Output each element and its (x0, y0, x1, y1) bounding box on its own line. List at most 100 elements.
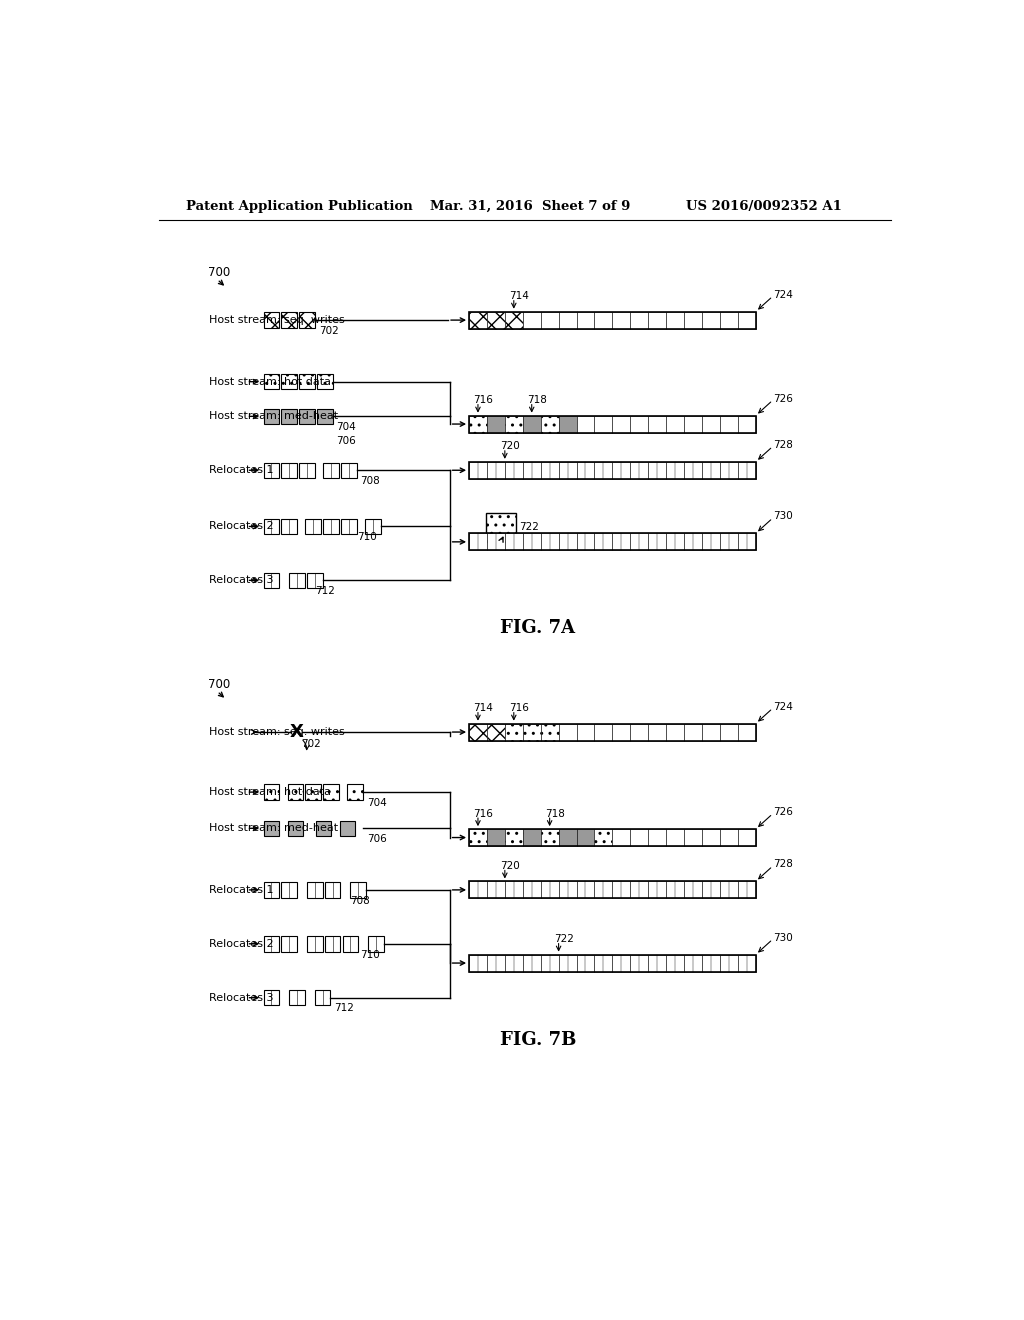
Text: 708: 708 (350, 896, 370, 906)
Bar (505, 462, 523, 479)
Bar (720, 723, 738, 741)
Bar (263, 573, 280, 589)
Text: FIG. 7A: FIG. 7A (500, 619, 575, 638)
Text: Patent Application Publication: Patent Application Publication (186, 199, 413, 213)
Bar (648, 312, 667, 329)
Bar (577, 829, 595, 846)
Bar (667, 954, 684, 972)
Bar (347, 784, 362, 800)
Bar (317, 374, 333, 389)
Bar (702, 954, 720, 972)
Bar (505, 533, 523, 550)
Bar (523, 462, 541, 479)
Bar (469, 462, 756, 479)
Text: 728: 728 (773, 859, 793, 870)
Bar (702, 723, 720, 741)
Bar (720, 312, 738, 329)
Bar (263, 784, 280, 800)
Bar (702, 829, 720, 846)
Bar (505, 723, 523, 741)
Bar (469, 882, 487, 899)
Bar (541, 416, 559, 433)
Bar (702, 416, 720, 433)
Text: 708: 708 (360, 477, 380, 486)
Bar (350, 882, 366, 898)
Bar (612, 882, 631, 899)
Bar (667, 462, 684, 479)
Text: US 2016/0092352 A1: US 2016/0092352 A1 (686, 199, 842, 213)
Bar (702, 312, 720, 329)
Bar (523, 533, 541, 550)
Bar (314, 990, 331, 1006)
Bar (648, 416, 667, 433)
Text: 724: 724 (773, 289, 793, 300)
Text: Relocates 1: Relocates 1 (209, 884, 273, 895)
Bar (263, 462, 280, 478)
Bar (684, 882, 702, 899)
Bar (487, 954, 505, 972)
Bar (684, 462, 702, 479)
Bar (487, 312, 505, 329)
Bar (577, 416, 595, 433)
Bar (299, 313, 314, 327)
Bar (487, 462, 505, 479)
Bar (595, 533, 612, 550)
Bar (263, 409, 280, 424)
Bar (631, 882, 648, 899)
Bar (505, 829, 523, 846)
Bar (738, 312, 756, 329)
Bar (505, 312, 523, 329)
Bar (343, 936, 358, 952)
Bar (289, 573, 305, 589)
Bar (648, 462, 667, 479)
Text: 720: 720 (500, 441, 520, 451)
Bar (469, 462, 487, 479)
Bar (487, 416, 505, 433)
Text: 714: 714 (473, 704, 494, 713)
Bar (263, 821, 280, 836)
Text: Relocates 3: Relocates 3 (209, 993, 273, 1003)
Bar (559, 829, 577, 846)
Bar (720, 462, 738, 479)
Bar (595, 954, 612, 972)
Bar (523, 882, 541, 899)
Bar (288, 821, 303, 836)
Bar (702, 462, 720, 479)
Bar (541, 533, 559, 550)
Bar (469, 312, 756, 329)
Bar (469, 829, 756, 846)
Bar (523, 723, 541, 741)
Bar (720, 882, 738, 899)
Text: 728: 728 (773, 440, 793, 450)
Bar (702, 533, 720, 550)
Bar (577, 312, 595, 329)
Bar (648, 533, 667, 550)
Bar (469, 882, 756, 899)
Bar (299, 409, 314, 424)
Bar (631, 723, 648, 741)
Bar (523, 954, 541, 972)
Bar (341, 462, 356, 478)
Bar (307, 573, 323, 589)
Bar (612, 954, 631, 972)
Text: 706: 706 (367, 834, 386, 843)
Bar (720, 416, 738, 433)
Text: 702: 702 (301, 739, 321, 750)
Bar (487, 533, 505, 550)
Bar (631, 829, 648, 846)
Bar (648, 882, 667, 899)
Text: 730: 730 (773, 933, 793, 942)
Bar (738, 723, 756, 741)
Bar (738, 533, 756, 550)
Text: 706: 706 (337, 436, 356, 446)
Bar (469, 312, 487, 329)
Bar (667, 533, 684, 550)
Bar (469, 533, 756, 550)
Bar (369, 936, 384, 952)
Text: 714: 714 (509, 292, 529, 301)
Bar (612, 829, 631, 846)
Bar (263, 519, 280, 535)
Bar (324, 519, 339, 535)
Text: 726: 726 (773, 393, 793, 404)
Text: Relocates 2: Relocates 2 (209, 521, 274, 532)
